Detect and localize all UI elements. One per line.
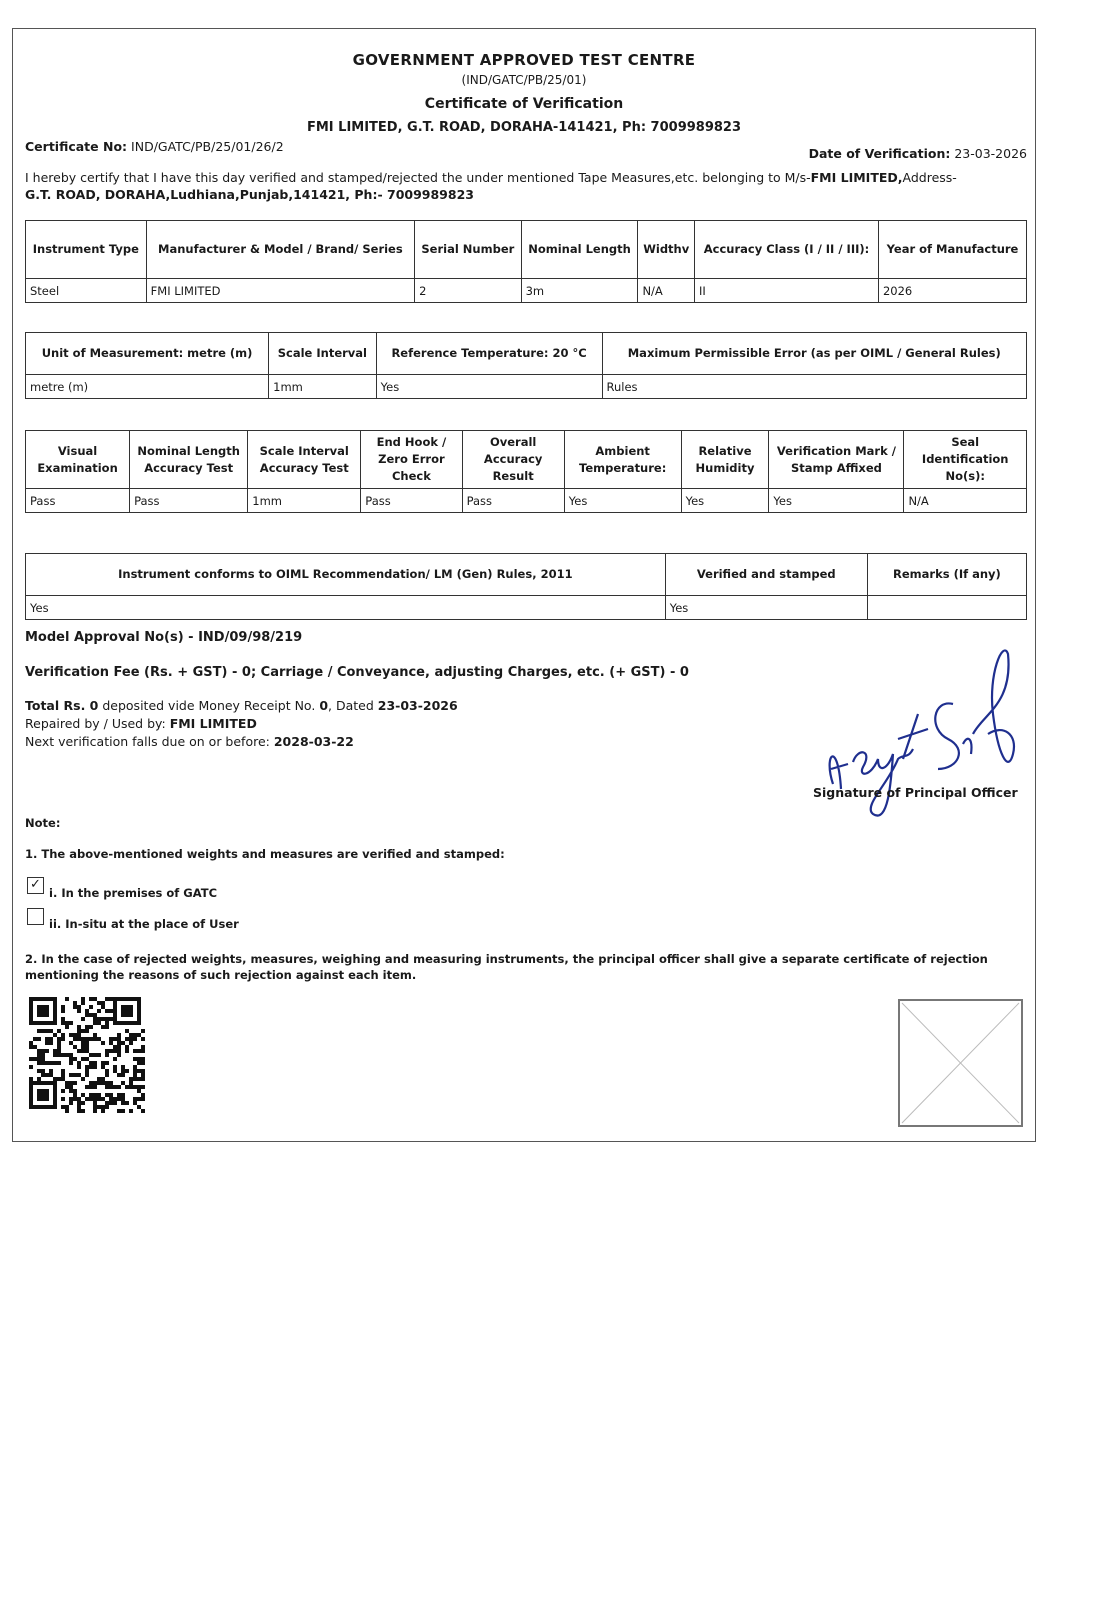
- column-header: Reference Temperature: 20 °C: [375, 332, 603, 375]
- table-cell: Yes: [768, 488, 905, 513]
- page-title: GOVERNMENT APPROVED TEST CENTRE: [352, 51, 696, 69]
- column-header: Scale Interval: [268, 332, 377, 375]
- table-cell: Yes: [25, 595, 666, 620]
- table-cell: Yes: [680, 488, 770, 513]
- in-situ-checkbox[interactable]: [27, 908, 44, 925]
- verification-fee: Verification Fee (Rs. + GST) - 0; Carria…: [25, 665, 689, 680]
- table-cell: metre (m): [24, 374, 270, 399]
- certificate-number: Certificate No: IND/GATC/PB/25/01/26/2: [25, 139, 284, 154]
- column-header: Verified and stamped: [664, 553, 868, 596]
- column-header: Nominal Length Accuracy Test: [129, 430, 249, 489]
- table-row: Pass Pass 1mm Pass Pass Yes Yes Yes N/A: [24, 488, 1027, 513]
- signature-label: Signature of Principal Officer: [813, 785, 1018, 800]
- verification-date: Date of Verification: 23-03-2026: [808, 146, 1027, 161]
- note-2: 2. In the case of rejected weights, meas…: [25, 952, 988, 982]
- column-header: Manufacturer & Model / Brand/ Series: [145, 220, 416, 279]
- table-cell: Pass: [24, 488, 131, 513]
- table-row: Steel FMI LIMITED 2 3m N/A II 2026: [25, 278, 1028, 303]
- column-header: Nominal Length: [520, 220, 639, 279]
- table-cell: Rules: [601, 374, 1028, 399]
- instrument-table: Instrument Type Manufacturer & Model / Br…: [25, 220, 1028, 303]
- centre-code: (IND/GATC/PB/25/01): [461, 73, 587, 87]
- table-cell: Yes: [664, 595, 868, 620]
- payment-details: Total Rs. 0 deposited vide Money Receipt…: [25, 698, 458, 749]
- table-row: metre (m) 1mm Yes Rules: [24, 374, 1028, 399]
- premises-label: i. In the premises of GATC: [49, 886, 218, 900]
- column-header: Scale Interval Accuracy Test: [247, 430, 362, 489]
- column-header: Visual Examination: [24, 430, 131, 489]
- model-approval: Model Approval No(s) - IND/09/98/219: [25, 630, 303, 645]
- photo-placeholder: [898, 999, 1023, 1127]
- column-header: Relative Humidity: [680, 430, 770, 489]
- column-header: Verification Mark / Stamp Affixed: [768, 430, 905, 489]
- centre-address: FMI LIMITED, G.T. ROAD, DORAHA-141421, P…: [306, 120, 742, 135]
- column-header: Unit of Measurement: metre (m): [24, 332, 270, 375]
- table-cell: Pass: [461, 488, 565, 513]
- table-cell: Pass: [360, 488, 463, 513]
- table-cell: FMI LIMITED: [145, 278, 416, 303]
- table-cell: Yes: [563, 488, 682, 513]
- column-header: End Hook / Zero Error Check: [360, 430, 463, 489]
- qr-code: [29, 997, 145, 1113]
- column-header: Overall Accuracy Result: [461, 430, 565, 489]
- column-header: Instrument conforms to OIML Recommendati…: [25, 553, 666, 596]
- column-header: Widthv: [637, 220, 696, 279]
- table-cell: 2: [414, 278, 522, 303]
- table-cell: [866, 595, 1028, 620]
- signature-image: [828, 649, 1016, 817]
- certificate: GOVERNMENT APPROVED TEST CENTRE (IND/GAT…: [12, 28, 1036, 1142]
- column-header: Accuracy Class (I / II / III):: [694, 220, 879, 279]
- measurement-table: Unit of Measurement: metre (m) Scale Inte…: [24, 332, 1028, 399]
- column-header: Year of Manufacture: [877, 220, 1028, 279]
- table-cell: Yes: [375, 374, 603, 399]
- table-cell: 3m: [520, 278, 639, 303]
- in-situ-label: ii. In-situ at the place of User: [49, 917, 239, 931]
- table-cell: 1mm: [247, 488, 362, 513]
- column-header: Maximum Permissible Error (as per OIML /…: [601, 332, 1028, 375]
- column-header: Seal Identification No(s):: [903, 430, 1027, 489]
- table-row: Yes Yes: [25, 595, 1028, 620]
- note-title: Note:: [25, 816, 61, 830]
- tests-table: Visual Examination Nominal Length Accurac…: [24, 430, 1027, 513]
- column-header: Remarks (If any): [866, 553, 1028, 596]
- table-cell: N/A: [903, 488, 1027, 513]
- table-cell: Steel: [25, 278, 147, 303]
- table-cell: II: [694, 278, 879, 303]
- certification-statement: I hereby certify that I have this day ve…: [25, 170, 957, 202]
- column-header: Instrument Type: [25, 220, 147, 279]
- premises-checkbox[interactable]: ✓: [27, 877, 44, 894]
- note-1: 1. The above-mentioned weights and measu…: [25, 847, 505, 861]
- table-cell: 2026: [877, 278, 1028, 303]
- table-cell: N/A: [637, 278, 696, 303]
- table-cell: Pass: [129, 488, 249, 513]
- conformity-table: Instrument conforms to OIML Recommendati…: [25, 553, 1028, 620]
- column-header: Ambient Temperature:: [563, 430, 682, 489]
- certificate-title: Certificate of Verification: [424, 96, 624, 112]
- table-cell: 1mm: [268, 374, 377, 399]
- column-header: Serial Number: [414, 220, 522, 279]
